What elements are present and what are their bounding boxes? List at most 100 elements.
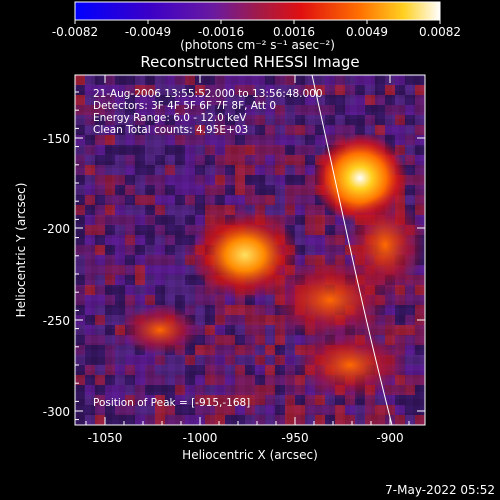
image-pixel [115,195,125,205]
image-pixel [275,205,285,215]
image-pixel [225,125,235,135]
image-pixel [215,325,225,335]
image-pixel [215,195,225,205]
image-pixel [405,335,415,345]
image-pixel [245,195,255,205]
image-pixel [395,105,405,115]
image-pixel [225,165,235,175]
image-pixel [235,335,245,345]
plot-frame [74,74,426,426]
image-pixel [165,405,175,415]
image-pixel [395,75,405,85]
image-pixel [215,165,225,175]
image-pixel [255,105,265,115]
image-pixel [255,355,265,365]
image-pixel [75,225,85,235]
image-pixel [225,135,235,145]
image-pixel [305,225,315,235]
image-pixel [205,75,215,85]
image-pixel [225,335,235,345]
image-pixel [115,415,125,425]
image-pixel [185,195,195,205]
image-pixel [75,105,85,115]
image-pixel [305,175,315,185]
image-pixel [415,115,425,125]
image-pixel [135,125,145,135]
image-pixel [115,105,125,115]
image-pixel [185,85,195,95]
image-pixel [105,145,115,155]
image-pixel [175,195,185,205]
image-pixel [125,135,135,145]
image-pixel [185,415,195,425]
image-pixel [135,155,145,165]
image-pixel [185,115,195,125]
image-pixel [75,115,85,125]
image-pixel [265,85,275,95]
image-pixel [255,175,265,185]
image-pixel [415,155,425,165]
image-pixel [275,115,285,125]
image-pixel [395,345,405,355]
image-pixel [95,125,105,135]
image-pixel [115,115,125,125]
image-pixel [405,375,415,385]
colorbar-gradient [74,1,441,21]
image-pixel [115,235,125,245]
image-pixel [365,115,375,125]
image-pixel [205,285,215,295]
image-pixel [295,105,305,115]
image-pixel [75,405,85,415]
image-pixel [95,315,105,325]
image-pixel [375,95,385,105]
image-pixel [315,75,325,85]
image-pixel [125,305,135,315]
image-pixel [245,395,255,405]
image-pixel [295,115,305,125]
image-pixel [305,395,315,405]
image-pixel [205,85,215,95]
image-pixel [415,335,425,345]
image-pixel [415,105,425,115]
image-pixel [235,295,245,305]
image-pixel [405,185,415,195]
image-pixel [285,345,295,355]
image-pixel [285,355,295,365]
image-pixel [335,95,345,105]
image-pixel [135,95,145,105]
image-pixel [255,165,265,175]
y-tick-label: -300 [43,405,70,419]
image-pixel [285,105,295,115]
image-pixel [215,415,225,425]
image-pixel [415,365,425,375]
image-pixel [305,415,315,425]
image-pixel [395,135,405,145]
image-pixel [265,95,275,105]
image-pixel [165,375,175,385]
image-pixel [135,285,145,295]
image-pixel [315,85,325,95]
image-pixel [75,235,85,245]
image-pixel [275,345,285,355]
image-pixel [365,75,375,85]
image-pixel [295,125,305,135]
image-pixel [175,125,185,135]
image-pixel [355,85,365,95]
image-pixel [185,235,195,245]
image-pixel [165,295,175,305]
image-pixel [115,85,125,95]
image-pixel [105,395,115,405]
image-pixel [95,345,105,355]
image-pixel [245,85,255,95]
image-pixel [205,155,215,165]
image-pixel [105,115,115,125]
image-pixel [85,115,95,125]
image-pixel [155,385,165,395]
image-pixel [155,275,165,285]
image-pixel [285,335,295,345]
image-pixel [125,215,135,225]
image-pixel [325,95,335,105]
image-pixel [285,405,295,415]
image-pixel [205,95,215,105]
image-pixel [365,325,375,335]
